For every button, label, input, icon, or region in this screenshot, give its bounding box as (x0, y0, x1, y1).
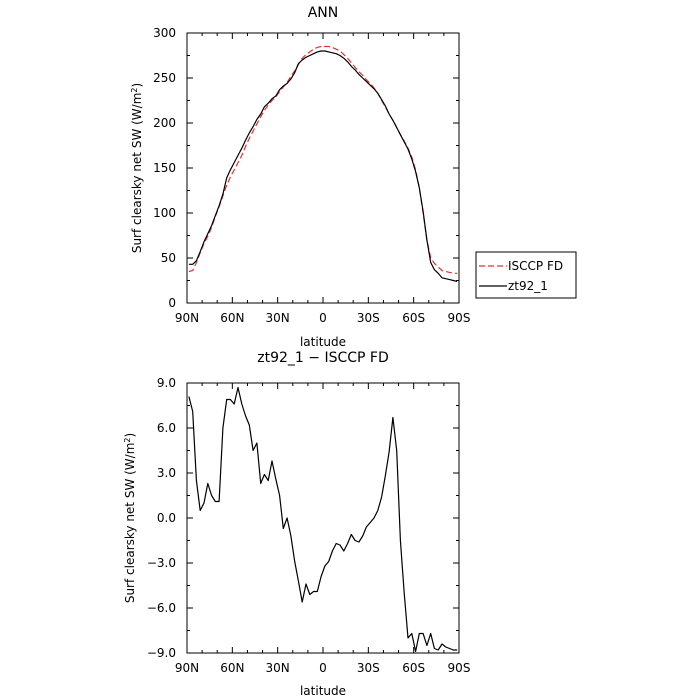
bottom-x-tick-label: 30S (357, 661, 380, 675)
bottom-y-tick-label: −9.0 (147, 646, 176, 660)
bottom-x-tick-label: 90S (448, 661, 471, 675)
bottom-series-lines (188, 386, 458, 653)
legend-label-isccp: ISCCP FD (508, 259, 563, 273)
bottom-plot-frame (186, 382, 460, 654)
top-series-lines (188, 45, 458, 282)
top-y-tick-label: 250 (153, 71, 176, 85)
top-ticks: 90N 60N 30N 0 30S 60S 90S 0 50 100 150 200 250 300 (153, 26, 470, 325)
bottom-x-tick-label: 30N (266, 661, 290, 675)
bottom-x-tick-label: 60S (402, 661, 425, 675)
top-x-tick-label: 30S (357, 311, 380, 325)
legend-label-zt92: zt92_1 (508, 279, 548, 293)
top-x-tick-label: 30N (266, 311, 290, 325)
top-x-axis-title: latitude (300, 335, 346, 349)
top-y-tick-label: 150 (153, 161, 176, 175)
top-panel: ANN 90N 60N 30N 0 30S 60S 90S 0 50 100 150 200 250 30… (130, 5, 471, 349)
bottom-x-tick-label: 90N (175, 661, 199, 675)
bottom-y-tick-label: −6.0 (147, 601, 176, 615)
top-plot-frame (186, 32, 460, 304)
bottom-y-axis-title: Surf clearsky net SW (W/m2) (123, 433, 138, 603)
top-y-tick-label: 200 (153, 116, 176, 130)
bottom-y-tick-label: 6.0 (157, 421, 176, 435)
top-y-axis-title: Surf clearsky net SW (W/m2) (130, 83, 145, 253)
top-x-tick-label: 60N (220, 311, 244, 325)
top-x-tick-label: 0 (319, 311, 327, 325)
bottom-y-tick-label: 0.0 (157, 511, 176, 525)
bottom-line-series-0 (188, 386, 458, 653)
top-y-tick-label: 0 (168, 296, 176, 310)
top-y-tick-label: 100 (153, 206, 176, 220)
bottom-ticks: 90N 60N 30N 0 30S 60S 90S −9.0 −6.0 −3.0 0.0 3.0 6.0… (147, 376, 471, 675)
bottom-y-tick-label: 3.0 (157, 466, 176, 480)
top-line-isccp-fd (188, 45, 458, 274)
top-line-zt92-1 (188, 50, 458, 282)
top-y-tick-label: 50 (161, 251, 176, 265)
bottom-x-tick-label: 60N (220, 661, 244, 675)
bottom-panel: zt92_1 − ISCCP FD 90N 60N 30N 0 30S 60S 90S −9.… (123, 350, 471, 698)
bottom-x-axis-title: latitude (300, 684, 346, 698)
bottom-chart-title: zt92_1 − ISCCP FD (257, 350, 388, 366)
bottom-y-tick-label: 9.0 (157, 376, 176, 390)
bottom-y-tick-label: −3.0 (147, 556, 176, 570)
top-x-tick-label: 60S (402, 311, 425, 325)
legend: ISCCP FD zt92_1 (475, 251, 577, 299)
top-x-tick-label: 90S (448, 311, 471, 325)
top-x-tick-label: 90N (175, 311, 199, 325)
bottom-x-tick-label: 0 (319, 661, 327, 675)
top-y-tick-label: 300 (153, 26, 176, 40)
legend-box (475, 251, 577, 299)
top-chart-title: ANN (308, 5, 339, 21)
